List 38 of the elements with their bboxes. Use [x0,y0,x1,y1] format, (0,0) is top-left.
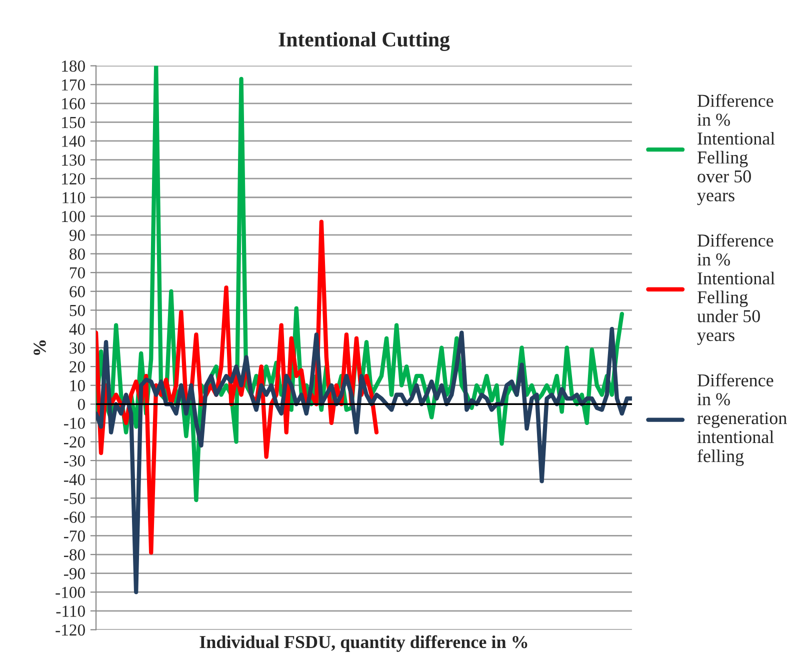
y-tick-label: 80 [70,248,85,260]
y-tick-label: 40 [69,324,85,335]
y-tick-label: 160 [62,98,85,110]
y-tick-label: -80 [64,549,85,560]
y-tick-label: 70 [70,267,85,279]
legend-label: Difference in % Intentional Felling over 50 years [697,94,775,206]
y-tick-label: -10 [64,418,85,429]
y-tick-label: 50 [70,304,85,316]
y-tick-label: -40 [64,474,85,486]
y-tick-label: 140 [62,136,85,147]
y-tick-label: 0 [78,398,85,410]
legend-label: Difference in % regeneration intentional felling [697,374,787,466]
y-tick-label: 170 [62,79,85,91]
y-tick-label: -70 [64,530,85,542]
y-tick-label: 180 [62,60,85,72]
y-tick-label: 150 [62,116,85,128]
y-tick-label: -20 [64,436,85,448]
y-tick-label: -100 [56,586,85,598]
legend-label: Difference in % Intentional Felling under 50 years [697,234,775,345]
y-tick-label: -110 [56,606,85,617]
x-axis-title: Individual FSDU, quantity difference in % [200,635,528,652]
y-tick-label: -90 [64,568,85,580]
y-tick-label: 90 [69,230,85,241]
y-tick-label: 130 [62,154,85,166]
chart-title: Intentional Cutting [278,32,450,51]
line-series [96,326,632,594]
y-tick-label: 60 [70,286,85,298]
y-tick-label: -50 [64,492,85,504]
y-tick-label: -120 [56,624,85,636]
y-tick-label: 10 [70,380,85,392]
y-tick-label: 30 [70,342,85,354]
y-tick-label: 120 [62,173,85,185]
y-tick-label: 100 [62,210,85,222]
y-tick-label: 110 [62,192,85,204]
y-axis-title: % [34,340,46,355]
y-tick-label: 20 [70,361,85,372]
y-tick-label: -60 [64,512,85,523]
y-tick-label: -30 [64,455,85,466]
